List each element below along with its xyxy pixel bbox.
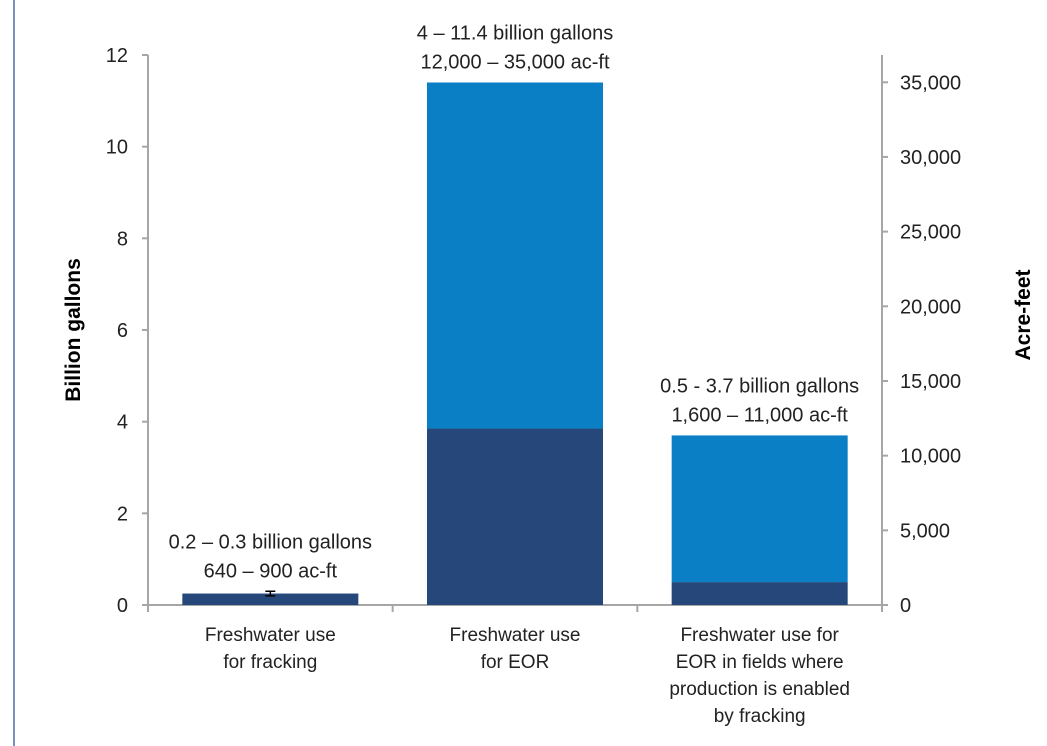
bar-segment-2 (427, 82, 603, 429)
category-label: Freshwater use (205, 625, 336, 646)
left-tick-label: 10 (106, 137, 128, 159)
category-labels: Freshwater use for fracking Freshwater use… (205, 625, 850, 727)
left-tick-label: 4 (117, 412, 128, 434)
left-tick-label: 12 (106, 45, 128, 67)
right-tick-label: 30,000 (900, 147, 961, 169)
bar-annotation-line: 4 – 11.4 billion gallons (417, 23, 613, 45)
left-axis-title: Billion gallons (62, 258, 85, 402)
left-tick-label: 0 (117, 595, 128, 617)
right-axis-title: Acre-feet (1012, 269, 1035, 360)
category-label: for fracking (223, 652, 317, 673)
bars (182, 82, 848, 605)
bar-segment-1 (671, 582, 848, 605)
bar-annotation-line: 1,600 – 11,000 ac-ft (671, 404, 848, 426)
right-tick-label: 20,000 (900, 296, 961, 318)
right-tick-label: 35,000 (900, 72, 961, 94)
right-tick-label: 25,000 (900, 222, 961, 244)
left-tick-label: 2 (117, 503, 128, 525)
category-label: Freshwater use (450, 625, 581, 646)
left-tick-label: 8 (117, 228, 128, 250)
right-y-axis: 0 5,000 10,000 15,000 20,000 25,000 30,000 35,0… (881, 55, 961, 617)
bar-annotation-line: 640 – 900 ac-ft (204, 560, 338, 582)
category-label: production is enabled (669, 679, 850, 700)
category-label: by fracking (714, 706, 806, 727)
category-label: EOR in fields where (676, 652, 844, 673)
bar-segment-2 (671, 435, 848, 583)
left-tick-label: 6 (117, 320, 128, 342)
category-label: Freshwater use for (680, 625, 839, 646)
category-label: for EOR (481, 652, 550, 673)
bar-segment-1 (427, 428, 603, 605)
right-tick-label: 15,000 (900, 371, 961, 393)
right-tick-label: 10,000 (900, 446, 961, 468)
right-tick-label: 0 (900, 595, 911, 617)
bar-annotations: 0.2 – 0.3 billion gallons 640 – 900 ac-ft… (169, 23, 860, 583)
bar-annotation-line: 0.2 – 0.3 billion gallons (169, 531, 372, 553)
bar-annotation-line: 0.5 - 3.7 billion gallons (660, 375, 859, 397)
right-tick-label: 5,000 (900, 520, 950, 542)
bar-segment-1 (182, 593, 359, 605)
bar-annotation-line: 12,000 – 35,000 ac-ft (420, 52, 609, 74)
